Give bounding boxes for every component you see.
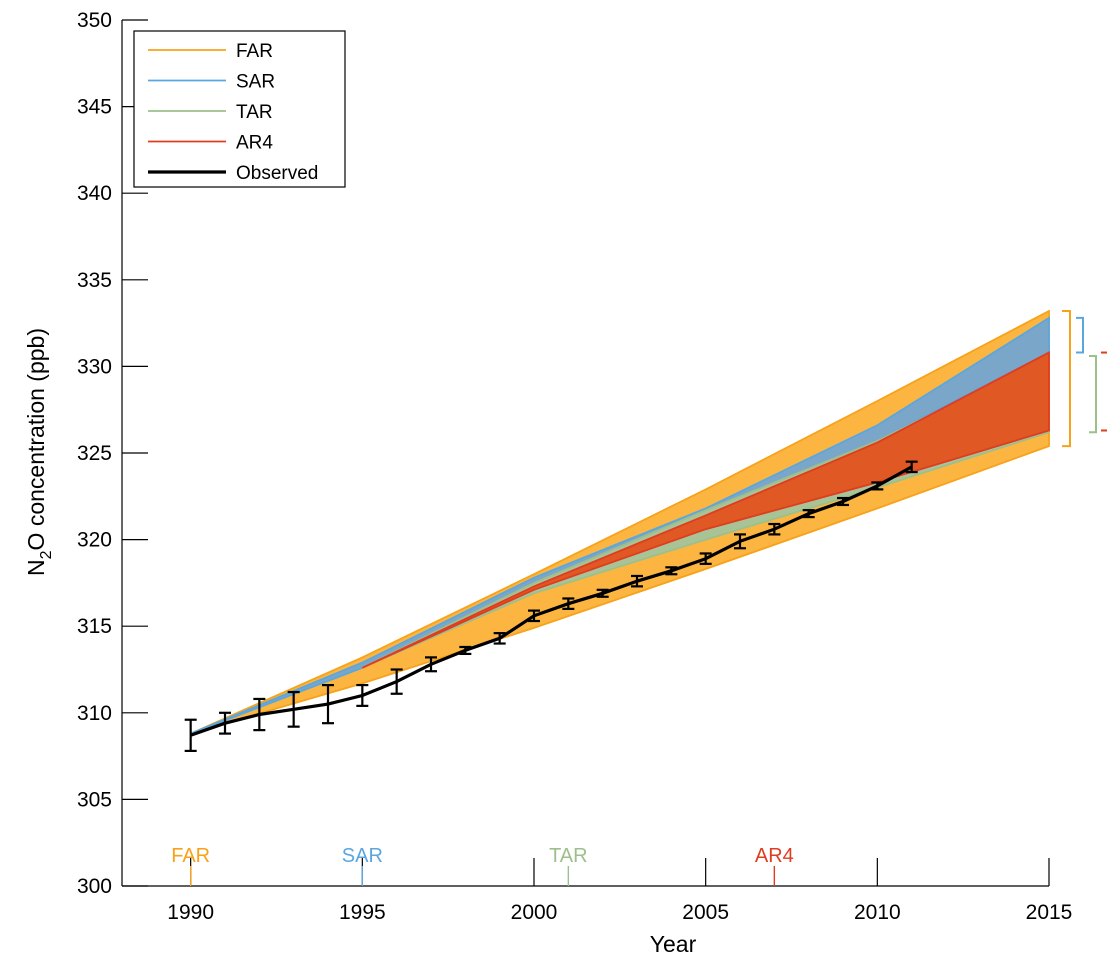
y-tick-label-345: 345 bbox=[77, 96, 112, 119]
range-brackets bbox=[1062, 309, 1107, 448]
observed-line bbox=[190, 465, 913, 737]
y-tick-label-340: 340 bbox=[77, 182, 112, 205]
y-tick-label-330: 330 bbox=[77, 355, 112, 378]
error-bar-1993 bbox=[287, 690, 300, 728]
y-tick-label-335: 335 bbox=[77, 269, 112, 292]
error-bar-1994 bbox=[322, 683, 334, 725]
legend-label-observed: Observed bbox=[236, 163, 318, 184]
error-bar-2008 bbox=[802, 509, 815, 519]
error-bar-1995 bbox=[356, 683, 369, 707]
observed-series bbox=[184, 460, 918, 753]
axes: 300 305 310 315 320 325 330 335 340 345 350 1990 199… bbox=[77, 9, 1072, 924]
error-bar-1998 bbox=[459, 645, 472, 656]
x-tick-label-2000: 2000 bbox=[511, 901, 558, 924]
error-bar-1990 bbox=[184, 718, 197, 753]
legend: FAR SAR TAR AR4 Observed bbox=[133, 30, 346, 188]
bracket-far bbox=[1062, 309, 1071, 448]
y-tick-label-300: 300 bbox=[77, 875, 112, 898]
x-tick-label-2005: 2005 bbox=[682, 901, 729, 924]
bracket-sar bbox=[1076, 316, 1084, 354]
band-ar4 bbox=[361, 351, 1050, 669]
x-tick-label-1990: 1990 bbox=[167, 901, 214, 924]
legend-label-sar: SAR bbox=[236, 72, 275, 93]
error-bar-1997 bbox=[425, 656, 437, 673]
report-marker-label-ar4: AR4 bbox=[755, 845, 794, 867]
error-bar-1999 bbox=[493, 632, 506, 645]
y-tick-label-325: 325 bbox=[77, 442, 112, 465]
y-tick-label-310: 310 bbox=[77, 702, 112, 725]
error-bar-1991 bbox=[219, 711, 231, 735]
report-marker-label-far: FAR bbox=[171, 845, 210, 867]
y-tick-label-350: 350 bbox=[77, 9, 112, 32]
y-axis-title: N2O concentration (ppb) bbox=[23, 328, 55, 576]
error-bar-2004 bbox=[665, 566, 678, 576]
report-marker-label-tar: TAR bbox=[549, 845, 588, 867]
legend-label-far: FAR bbox=[236, 41, 273, 62]
error-bar-2002 bbox=[596, 588, 609, 598]
report-marker-label-sar: SAR bbox=[342, 845, 383, 867]
legend-box bbox=[133, 30, 346, 188]
x-tick-label-2015: 2015 bbox=[1026, 901, 1073, 924]
report-markers: FAR SAR TAR AR4 bbox=[171, 845, 794, 886]
error-bar-1992 bbox=[253, 697, 266, 732]
error-bar-2011 bbox=[905, 460, 918, 474]
error-bar-2000 bbox=[528, 609, 540, 623]
error-bar-2003 bbox=[631, 574, 643, 588]
y-tick-label-305: 305 bbox=[77, 788, 112, 811]
x-axis-title: Year bbox=[650, 931, 697, 957]
y-tick-label-315: 315 bbox=[77, 615, 112, 638]
error-bar-2001 bbox=[562, 597, 575, 610]
legend-label-ar4: AR4 bbox=[236, 133, 273, 154]
x-tick-label-1995: 1995 bbox=[339, 901, 386, 924]
error-bar-2006 bbox=[734, 533, 746, 550]
projection-bands bbox=[190, 309, 1050, 735]
error-bar-2007 bbox=[768, 522, 781, 536]
legend-label-tar: TAR bbox=[236, 102, 273, 123]
y-tick-label-320: 320 bbox=[77, 529, 112, 552]
band-far bbox=[190, 309, 1050, 735]
error-bar-2010 bbox=[871, 481, 884, 491]
error-bar-1996 bbox=[390, 668, 403, 695]
x-tick-label-2010: 2010 bbox=[854, 901, 901, 924]
error-bar-2009 bbox=[837, 496, 849, 507]
error-bar-2005 bbox=[699, 552, 712, 565]
bracket-tar bbox=[1089, 355, 1097, 434]
